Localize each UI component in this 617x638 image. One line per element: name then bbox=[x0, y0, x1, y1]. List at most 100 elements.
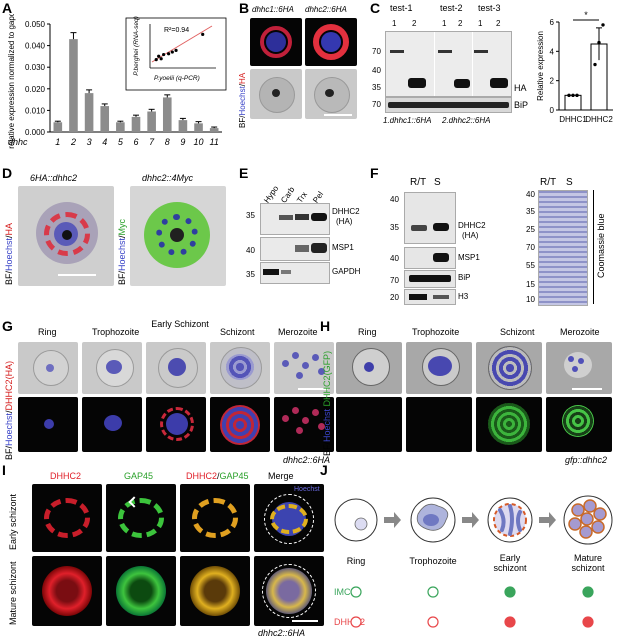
panel-a-ylabel: relative expression normalized to gapdh bbox=[7, 14, 16, 149]
panel-i-row-early: Early schizont bbox=[8, 493, 18, 550]
panel-f-gel-mw: 40 bbox=[526, 190, 535, 199]
panel-c-point bbox=[567, 93, 571, 98]
panel-f-mw: 40 bbox=[390, 254, 399, 263]
panel-c-y-tick-label: 0 bbox=[550, 106, 555, 115]
panel-b-col1-title: dhhc1::6HA bbox=[252, 5, 294, 14]
panel-label-e: E bbox=[239, 165, 249, 181]
panel-g-image-trophozoite-bf bbox=[82, 342, 142, 394]
panel-a-y-tick-label: 0.030 bbox=[25, 63, 46, 72]
panel-c-x-tick-label: DHHC1 bbox=[559, 115, 587, 124]
panel-a-bar bbox=[147, 111, 156, 132]
panel-h-image-trophozoite-fluor bbox=[406, 397, 472, 452]
panel-a-bar bbox=[162, 97, 172, 132]
panel-h-stage-trophozoite: Trophozoite bbox=[412, 327, 460, 337]
panel-h-image-ring-fluor bbox=[336, 397, 402, 452]
panel-f-gel-mw: 70 bbox=[526, 243, 535, 252]
panel-c-ylabel: Relative expression bbox=[536, 31, 545, 101]
panel-i-hoechst-label: Hoechst bbox=[294, 486, 320, 493]
panel-j-stage-early-1: Early bbox=[500, 553, 521, 563]
panel-i-image-mature-merge bbox=[254, 556, 324, 626]
panel-e-lane: Carb bbox=[279, 185, 297, 205]
panel-a-bar bbox=[100, 106, 110, 132]
panel-a-inset-point bbox=[159, 57, 163, 61]
panel-h-stage-merozoite: Merozoite bbox=[560, 327, 600, 337]
panel-c-point bbox=[575, 93, 579, 98]
panel-i-col-merge: Merge bbox=[268, 471, 294, 481]
panel-j-dhhc2-dot bbox=[427, 616, 439, 628]
panel-a-inset-point bbox=[157, 54, 161, 58]
panel-f-gel-mw: 25 bbox=[526, 225, 535, 234]
panel-f-blot-h3 bbox=[404, 289, 456, 305]
panel-g-image-trophozoite-fluor bbox=[82, 397, 142, 452]
panel-c-lane: 1 bbox=[392, 19, 397, 28]
panel-j-imc-dot bbox=[427, 586, 439, 598]
panel-c-point bbox=[597, 40, 601, 45]
panel-i-strain: dhhc2::6HA bbox=[258, 628, 306, 638]
panel-h-image-schizont-fluor bbox=[476, 397, 542, 452]
panel-a-xlabel: dhhc bbox=[8, 137, 28, 147]
panel-a-x-tick-label: 1 bbox=[55, 137, 60, 147]
panel-j-dhhc2-dot bbox=[582, 616, 594, 628]
panel-c-point bbox=[601, 23, 605, 27]
panel-f-blot-msp1 bbox=[404, 247, 456, 269]
panel-c-sig-star: * bbox=[584, 10, 588, 20]
panel-g-ylabel: BF/Hoechst/DHHC2(HA) bbox=[4, 360, 14, 460]
panel-label-j: J bbox=[320, 462, 328, 478]
panel-f-gel-lane-rt: R/T bbox=[540, 177, 557, 188]
panel-b-ylabel: BF/Hoechst/HA bbox=[238, 72, 247, 128]
panel-e-blot-dhhc2 bbox=[260, 203, 330, 235]
panel-g-stage-ring: Ring bbox=[38, 327, 57, 337]
panel-g-image-early-schizont-bf bbox=[146, 342, 206, 394]
panel-j-schematic: Ring Trophozoite Early schizont Mature s… bbox=[334, 495, 613, 628]
panel-c-y-tick-label: 6 bbox=[550, 18, 555, 27]
panel-b-image-dhhc1-fluor bbox=[250, 18, 302, 66]
panel-c-x-tick-label: DHHC2 bbox=[585, 115, 613, 124]
panel-a-x-tick-label: 3 bbox=[87, 137, 92, 147]
panel-c-blot-ha bbox=[385, 31, 512, 97]
panel-d-ylabel-1: BF/Hoechst/HA bbox=[4, 222, 14, 285]
panel-f-band-msp1: MSP1 bbox=[458, 253, 480, 262]
panel-a-bar bbox=[194, 123, 203, 132]
panel-j-stage-early-2: schizont bbox=[493, 563, 527, 573]
panel-e-mw: 40 bbox=[246, 246, 255, 255]
panel-a-inset-frame bbox=[125, 17, 227, 91]
panel-d-col2-title: dhhc2::4Myc bbox=[142, 173, 194, 183]
panel-h-ylabel: BF/Hoechst/DHHC2(GFP) bbox=[322, 350, 332, 456]
panel-a-inset-fit-line bbox=[151, 25, 213, 63]
panel-h-image-ring-bf bbox=[336, 342, 402, 394]
panel-f-gel-lane-s: S bbox=[566, 177, 573, 188]
panel-label-f: F bbox=[370, 165, 379, 181]
panel-f-coomassie-gel bbox=[538, 190, 588, 306]
panel-a-y-tick-label: 0.050 bbox=[25, 20, 46, 29]
panel-a-inset-point bbox=[167, 52, 171, 56]
panel-e-band-dhhc2: DHHC2 bbox=[332, 207, 360, 216]
panel-g-image-merozoite-fluor bbox=[274, 397, 334, 452]
panel-g-strain: dhhc2::6HA bbox=[283, 455, 331, 465]
panel-a-inset-point bbox=[201, 32, 205, 36]
panel-a-x-tick-label: 9 bbox=[180, 137, 185, 147]
panel-j-row-imc: IMC bbox=[334, 587, 351, 597]
panel-h-stage-schizont: Schizont bbox=[500, 327, 535, 337]
panel-g-stage-schizont: Schizont bbox=[220, 327, 255, 337]
panel-a-inset-annotation: R²=0.94 bbox=[164, 27, 189, 34]
panel-f-gel-mw: 10 bbox=[526, 295, 535, 304]
panel-a-inset-ylabel: P.berghei (RNA-seq) bbox=[133, 16, 140, 76]
panel-g-image-schizont-fluor bbox=[210, 397, 270, 452]
panel-f-band-bip: BiP bbox=[458, 273, 471, 282]
panel-g-image-merozoite-bf bbox=[274, 342, 334, 394]
panel-c-lane: 2 bbox=[496, 19, 501, 28]
panel-a-bar bbox=[178, 120, 188, 132]
panel-c-mw: 70 bbox=[372, 100, 381, 109]
panel-g-stage-trophozoite: Trophozoite bbox=[92, 327, 140, 337]
panel-c-lane: 2 bbox=[412, 19, 417, 28]
panel-f-mw: 20 bbox=[390, 293, 399, 302]
panel-a-inset-point bbox=[170, 50, 174, 54]
panel-b-scale-bar bbox=[324, 114, 352, 116]
panel-h-image-trophozoite-bf bbox=[406, 342, 472, 394]
panel-a-inset-xlabel: P.yoelii (q-PCR) bbox=[154, 75, 200, 82]
arrow-icon bbox=[462, 512, 479, 528]
panel-h-strain: gfp::dhhc2 bbox=[565, 455, 608, 465]
panel-c-test1: test-1 bbox=[390, 3, 413, 13]
panel-j-row-dhhc2: DHHC2 bbox=[334, 617, 365, 627]
